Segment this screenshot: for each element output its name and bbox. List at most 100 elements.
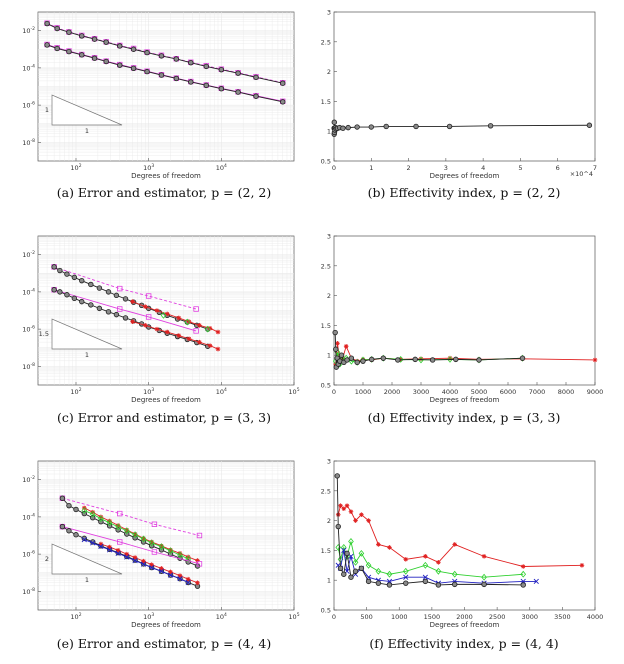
data-point	[533, 578, 539, 585]
data-point	[107, 518, 112, 524]
data-point	[186, 336, 192, 342]
data-point	[340, 125, 346, 131]
x-tick-label: 1500	[424, 613, 441, 621]
data-point	[79, 52, 85, 58]
data-point	[452, 581, 458, 588]
x-tick-label: 9000	[587, 388, 604, 396]
x-tick-label: 103	[143, 387, 154, 396]
chart-b: 0 1 2 3 4 5 6 7 0.5 1 1.5 2 2.5 3 ×10^4 Degrees of free…	[321, 9, 597, 181]
data-point	[235, 89, 241, 95]
data-point	[365, 578, 372, 585]
data-point	[81, 507, 88, 514]
data-point	[195, 558, 200, 563]
slope-run-label: 1	[85, 576, 89, 584]
y-tick-label: 1.5	[321, 547, 331, 555]
data-point	[79, 33, 85, 39]
data-point	[344, 550, 350, 557]
data-point	[586, 122, 593, 128]
data-point	[197, 339, 202, 345]
x-tick-label: 4000	[442, 388, 459, 396]
data-point	[353, 518, 358, 523]
data-point	[96, 305, 103, 312]
data-point	[132, 555, 138, 560]
data-point	[89, 510, 96, 518]
x-tick-label: 3000	[413, 388, 430, 396]
data-point	[81, 535, 87, 542]
x-tick-label: 103	[143, 612, 154, 621]
data-point	[96, 285, 103, 291]
data-point	[177, 551, 183, 556]
y-tick-label: 3	[327, 458, 331, 466]
data-point	[117, 285, 123, 292]
data-point	[130, 319, 135, 325]
data-point	[348, 538, 354, 545]
y-tick-label: 1	[327, 128, 331, 136]
data-point	[579, 563, 585, 568]
data-point	[103, 39, 109, 45]
data-point	[335, 523, 341, 530]
data-point	[177, 573, 183, 578]
data-point	[185, 555, 192, 563]
data-point	[337, 565, 344, 571]
data-point	[403, 580, 409, 586]
data-point	[105, 289, 112, 295]
data-point	[113, 292, 120, 299]
series-black-3	[334, 473, 526, 588]
y-tick-label: 1.5	[321, 98, 331, 106]
data-point	[115, 523, 121, 531]
data-point	[341, 571, 347, 577]
data-point	[185, 579, 191, 586]
data-point	[520, 570, 527, 578]
y-tick-label: 10-6	[22, 550, 35, 559]
data-point	[90, 515, 96, 521]
data-point	[435, 582, 442, 588]
data-point	[130, 299, 135, 304]
data-point	[158, 568, 165, 574]
data-point	[369, 356, 375, 363]
data-point	[386, 582, 393, 588]
x-tick-label: 7000	[529, 388, 546, 396]
data-point	[115, 548, 121, 553]
data-point	[106, 547, 113, 553]
caption-b: (b) Effectivity index, p = (2, 2)	[367, 185, 561, 200]
data-point	[188, 59, 194, 66]
data-point	[204, 325, 211, 333]
data-point	[54, 45, 60, 52]
data-point	[203, 82, 209, 89]
y-tick-label: 10-4	[22, 287, 35, 296]
data-point	[418, 356, 424, 362]
data-point	[344, 503, 350, 508]
data-point	[453, 356, 459, 363]
series-red-6	[98, 541, 200, 586]
plot-area	[333, 235, 596, 386]
data-point	[88, 302, 94, 308]
series-green-3	[81, 507, 192, 563]
y-tick-label: 10-8	[22, 587, 35, 596]
x-tick-label: 6000	[500, 388, 517, 396]
y-tick-label: 0.5	[321, 607, 331, 615]
data-point	[280, 80, 286, 86]
data-point	[348, 574, 354, 580]
data-point	[141, 558, 146, 564]
caption-c: (c) Error and estimator, p = (3, 3)	[56, 410, 272, 425]
data-point	[81, 537, 87, 543]
series-line	[62, 497, 200, 536]
x-tick-label: 7	[593, 164, 597, 172]
data-point	[140, 535, 147, 543]
y-tick-label: 2.5	[321, 38, 331, 46]
data-point	[151, 549, 158, 555]
y-tick-label: 10-8	[22, 138, 35, 147]
data-point	[207, 343, 213, 348]
series-black-2	[332, 329, 526, 370]
data-point	[376, 542, 381, 547]
data-point	[149, 539, 154, 545]
data-point	[98, 514, 104, 520]
data-point	[358, 565, 365, 571]
data-point	[117, 539, 123, 545]
data-point	[90, 540, 96, 546]
data-point	[447, 355, 453, 363]
x-tick-label: 105	[288, 387, 299, 396]
y-tick-label: 10-2	[22, 250, 35, 259]
y-tick-label: 1	[327, 352, 331, 360]
